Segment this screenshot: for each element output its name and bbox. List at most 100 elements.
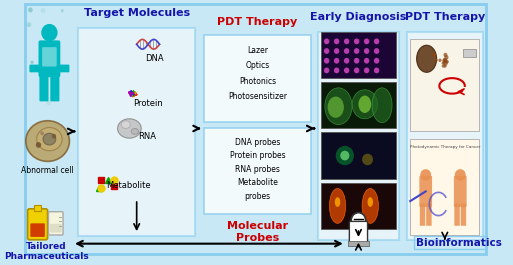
- FancyBboxPatch shape: [49, 212, 63, 235]
- Text: DNA: DNA: [146, 54, 164, 63]
- Circle shape: [324, 48, 329, 54]
- FancyBboxPatch shape: [30, 223, 45, 237]
- Text: Photodynamic Therapy for Cancer: Photodynamic Therapy for Cancer: [409, 145, 480, 149]
- FancyBboxPatch shape: [420, 204, 425, 226]
- Circle shape: [351, 213, 366, 228]
- Circle shape: [443, 58, 447, 63]
- Circle shape: [374, 58, 379, 64]
- FancyBboxPatch shape: [455, 204, 460, 226]
- Circle shape: [344, 38, 349, 44]
- Ellipse shape: [359, 96, 371, 113]
- Circle shape: [362, 154, 373, 165]
- FancyBboxPatch shape: [349, 222, 367, 243]
- Text: Metabolite: Metabolite: [237, 178, 278, 187]
- Text: Optics: Optics: [245, 61, 270, 70]
- Circle shape: [438, 59, 442, 62]
- Ellipse shape: [362, 188, 379, 223]
- Circle shape: [443, 60, 448, 66]
- FancyBboxPatch shape: [25, 4, 486, 254]
- Circle shape: [420, 169, 431, 181]
- Bar: [321, 183, 396, 229]
- Circle shape: [344, 48, 349, 54]
- Circle shape: [61, 9, 64, 12]
- Ellipse shape: [26, 121, 69, 161]
- Text: Lazer: Lazer: [247, 46, 268, 55]
- Circle shape: [354, 68, 360, 73]
- Bar: [410, 39, 479, 131]
- Text: PDT Therapy: PDT Therapy: [218, 17, 298, 27]
- Circle shape: [374, 68, 379, 73]
- Circle shape: [47, 100, 51, 105]
- Text: Photonics: Photonics: [239, 77, 276, 86]
- Ellipse shape: [327, 96, 344, 118]
- Ellipse shape: [121, 121, 130, 129]
- FancyBboxPatch shape: [426, 204, 431, 226]
- Text: probes: probes: [245, 192, 271, 201]
- Circle shape: [364, 68, 369, 73]
- FancyBboxPatch shape: [50, 72, 60, 101]
- Ellipse shape: [325, 88, 352, 125]
- Ellipse shape: [43, 133, 56, 145]
- Ellipse shape: [352, 90, 378, 119]
- Circle shape: [344, 68, 349, 73]
- Circle shape: [334, 68, 340, 73]
- Circle shape: [443, 64, 447, 68]
- Circle shape: [442, 58, 447, 64]
- Circle shape: [334, 38, 340, 44]
- Ellipse shape: [367, 197, 373, 207]
- Text: Photosensitizer: Photosensitizer: [228, 92, 287, 101]
- FancyBboxPatch shape: [56, 65, 69, 72]
- Circle shape: [354, 48, 360, 54]
- Ellipse shape: [329, 188, 346, 223]
- FancyBboxPatch shape: [318, 32, 399, 240]
- Circle shape: [28, 7, 33, 12]
- Text: Metabolite: Metabolite: [106, 181, 151, 190]
- Text: Protein: Protein: [133, 99, 163, 108]
- FancyBboxPatch shape: [419, 176, 432, 207]
- Text: RNA probes: RNA probes: [235, 165, 280, 174]
- Ellipse shape: [417, 45, 437, 72]
- Bar: [347, 241, 369, 246]
- Circle shape: [364, 58, 369, 64]
- Text: RNA: RNA: [139, 132, 156, 141]
- Text: PDT Therapy: PDT Therapy: [405, 12, 485, 22]
- FancyBboxPatch shape: [42, 47, 56, 67]
- Ellipse shape: [117, 119, 141, 138]
- Circle shape: [444, 55, 448, 60]
- Bar: [321, 82, 396, 129]
- Circle shape: [442, 64, 445, 68]
- Circle shape: [344, 58, 349, 64]
- Circle shape: [41, 8, 46, 13]
- Ellipse shape: [372, 88, 392, 123]
- FancyBboxPatch shape: [204, 129, 311, 214]
- FancyBboxPatch shape: [38, 40, 61, 77]
- Circle shape: [443, 53, 447, 57]
- Text: Early Diagnosis: Early Diagnosis: [310, 12, 407, 22]
- Circle shape: [374, 48, 379, 54]
- Circle shape: [41, 131, 44, 135]
- FancyBboxPatch shape: [454, 176, 467, 207]
- Ellipse shape: [335, 197, 340, 207]
- Circle shape: [334, 48, 340, 54]
- Bar: [321, 132, 396, 179]
- Circle shape: [364, 38, 369, 44]
- Text: Protein probes: Protein probes: [230, 151, 285, 160]
- FancyBboxPatch shape: [28, 209, 48, 240]
- Bar: [463, 49, 476, 57]
- Circle shape: [324, 68, 329, 73]
- Text: Abnormal cell: Abnormal cell: [21, 166, 74, 175]
- Ellipse shape: [131, 129, 139, 134]
- Circle shape: [432, 52, 436, 57]
- Bar: [410, 139, 479, 235]
- FancyBboxPatch shape: [50, 224, 62, 233]
- Circle shape: [27, 22, 31, 27]
- Circle shape: [340, 151, 349, 160]
- FancyBboxPatch shape: [204, 34, 311, 122]
- Circle shape: [334, 58, 340, 64]
- FancyBboxPatch shape: [40, 72, 49, 101]
- Text: Target Molecules: Target Molecules: [84, 8, 190, 18]
- Bar: [321, 32, 396, 78]
- Bar: [34, 205, 41, 211]
- Circle shape: [354, 38, 360, 44]
- FancyBboxPatch shape: [407, 32, 483, 240]
